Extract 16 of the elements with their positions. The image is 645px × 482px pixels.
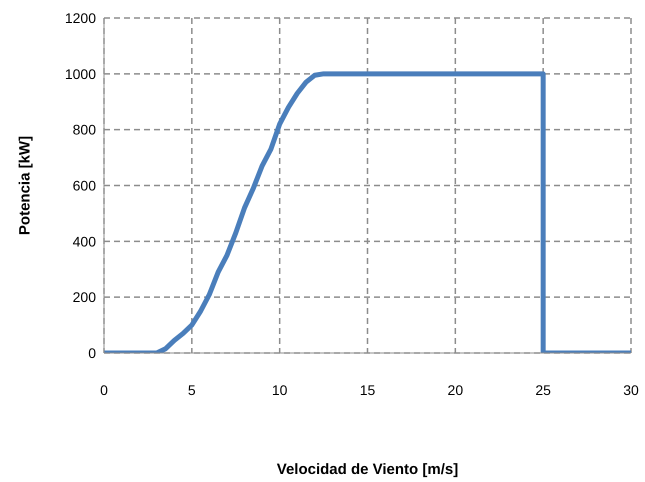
x-axis-title: Velocidad de Viento [m/s]	[276, 461, 458, 478]
x-tick-label: 10	[272, 382, 288, 398]
x-tick-label: 20	[448, 382, 464, 398]
x-tick-label: 0	[100, 382, 108, 398]
y-tick-label: 400	[72, 233, 96, 250]
y-tick-label: 800	[72, 122, 96, 138]
y-axis-title: Potencia [kW]	[16, 136, 34, 236]
x-tick-label: 5	[188, 382, 196, 398]
y-tick-label: 600	[72, 177, 96, 194]
y-tick-label: 1200	[64, 10, 96, 26]
y-tick-label: 0	[88, 344, 96, 361]
y-tick-label: 200	[72, 289, 96, 306]
x-tick-label: 30	[623, 382, 639, 398]
x-tick-label: 25	[535, 382, 552, 398]
y-tick-label: 1000	[64, 66, 96, 82]
x-tick-label: 15	[360, 382, 376, 398]
